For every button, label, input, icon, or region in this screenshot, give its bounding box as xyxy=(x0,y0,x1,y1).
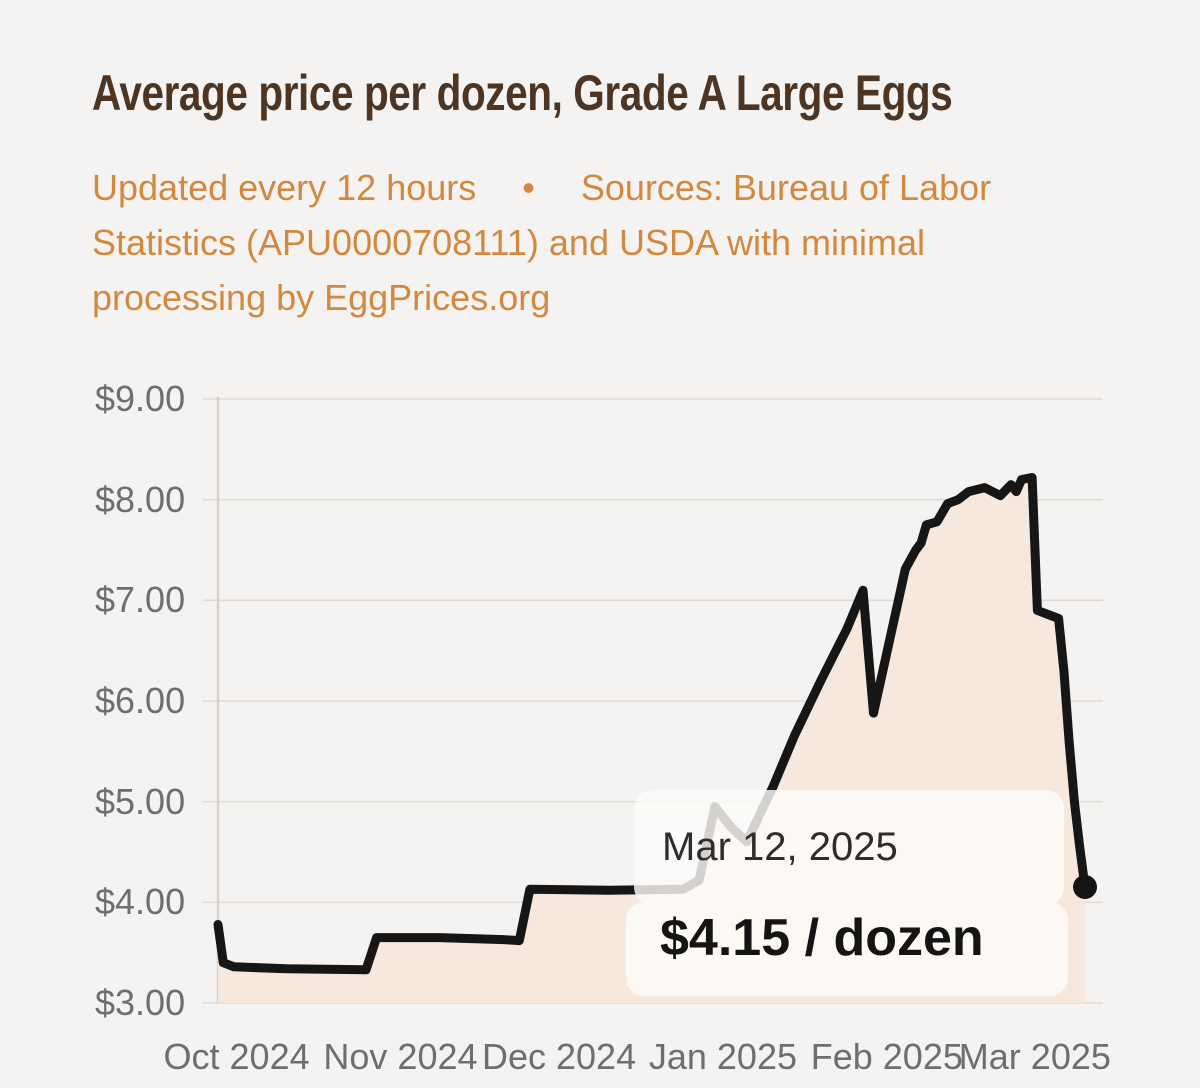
y-axis-label: $7.00 xyxy=(95,579,186,621)
y-axis-label: $3.00 xyxy=(95,982,186,1023)
tooltip-date: Mar 12, 2025 xyxy=(662,825,898,869)
subtitle-line-3: processing by EggPrices.org xyxy=(92,277,551,318)
tooltip-date-box: Mar 12, 2025 xyxy=(634,790,1064,905)
y-axis-label: $9.00 xyxy=(95,378,186,419)
price-line xyxy=(213,473,1090,975)
y-axis-label: $8.00 xyxy=(95,478,186,520)
end-point-marker xyxy=(1073,875,1097,900)
x-axis-label: Feb 2025 xyxy=(810,1036,963,1077)
x-axis-label: Dec 2024 xyxy=(481,1036,637,1077)
tooltip-price: $4.15 / dozen xyxy=(660,909,984,967)
subtitle-line-2: Statistics (APU0000708111) and USDA with… xyxy=(92,222,926,263)
subtitle-line-1: Updated every 12 hours • Sources: Bureau… xyxy=(92,167,992,208)
y-axis-label: $5.00 xyxy=(95,780,186,822)
y-axis-label: $4.00 xyxy=(95,881,186,923)
chart-subtitle: Updated every 12 hours • Sources: Bureau… xyxy=(92,160,991,325)
tooltip-price-box: $4.15 / dozen xyxy=(626,902,1068,996)
x-axis-label: Jan 2025 xyxy=(648,1036,798,1077)
x-axis-label: Nov 2024 xyxy=(323,1036,478,1077)
chart-title: Average price per dozen, Grade A Large E… xyxy=(92,65,953,121)
x-axis-label: Oct 2024 xyxy=(163,1036,310,1077)
x-axis-label: Mar 2025 xyxy=(958,1036,1111,1077)
y-axis-label: $6.00 xyxy=(95,680,186,721)
